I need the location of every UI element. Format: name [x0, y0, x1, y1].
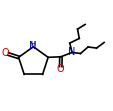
Text: N: N	[68, 47, 75, 57]
Text: N: N	[29, 41, 36, 51]
Text: H: H	[30, 41, 35, 47]
Text: O: O	[56, 64, 64, 74]
Text: O: O	[1, 48, 9, 58]
